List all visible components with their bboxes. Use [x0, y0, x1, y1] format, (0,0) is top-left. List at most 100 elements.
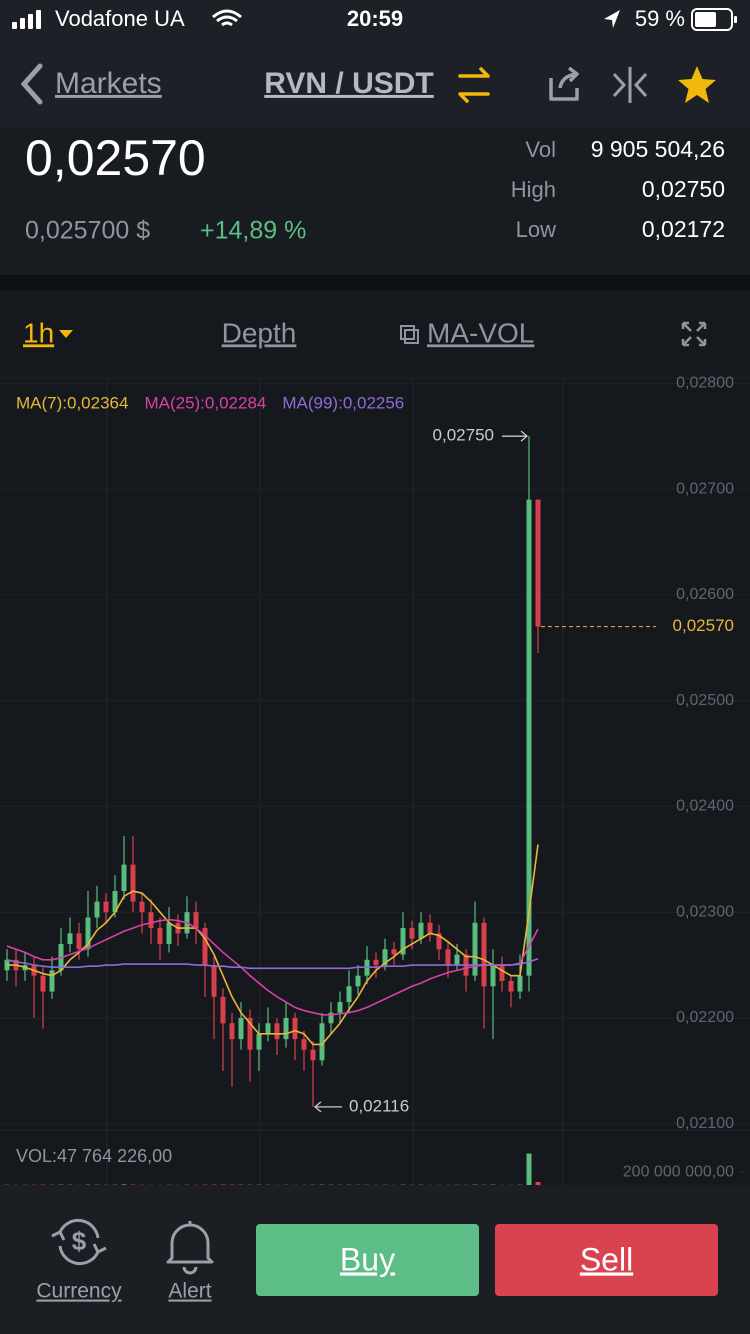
- signal-icon: [12, 10, 41, 29]
- chart-bg: [0, 290, 750, 1185]
- candle-body: [76, 933, 82, 950]
- candle-body: [247, 1017, 253, 1050]
- candle-body: [274, 1023, 280, 1040]
- candle-body: [148, 912, 154, 929]
- header-bg: [0, 0, 750, 128]
- candle-body: [436, 933, 442, 950]
- candle-body: [355, 975, 361, 987]
- candle-body: [292, 1017, 298, 1040]
- candle-body: [499, 965, 505, 981]
- candle-body: [220, 996, 226, 1024]
- currency-label[interactable]: Currency: [36, 1280, 122, 1303]
- candle-body: [517, 975, 523, 992]
- battery-icon: [691, 8, 737, 31]
- candle-body: [193, 912, 199, 929]
- y-tick-label: 0,02400: [676, 798, 734, 815]
- y-tick-label: 0,02200: [676, 1009, 734, 1026]
- candle-body: [157, 928, 163, 944]
- candle-body: [238, 1017, 244, 1040]
- y-tick-label: 0,02300: [676, 903, 734, 920]
- split-icon[interactable]: [612, 67, 648, 103]
- location-icon: [604, 10, 620, 28]
- sell-button[interactable]: [495, 1224, 718, 1296]
- buy-label[interactable]: Buy: [340, 1241, 395, 1277]
- candle-body: [409, 928, 415, 939]
- alert-label[interactable]: Alert: [168, 1280, 211, 1303]
- candle-body: [211, 965, 217, 997]
- back-link[interactable]: Markets: [55, 67, 162, 100]
- interval-dropdown-icon[interactable]: [59, 330, 73, 338]
- candle-body: [283, 1017, 289, 1040]
- candle-body: [40, 975, 46, 992]
- volume-bar: [121, 1184, 127, 1185]
- pair-title[interactable]: RVN / USDT: [264, 67, 433, 100]
- candle-body: [346, 986, 352, 1003]
- candle-body: [103, 901, 109, 913]
- indicator-tab[interactable]: MA-VOL: [427, 317, 534, 348]
- candle-body: [301, 1039, 307, 1050]
- legend-entry: MA(25):0,02284: [144, 393, 266, 412]
- carrier: Vodafone UA: [55, 6, 185, 31]
- ma-line: [7, 844, 539, 1046]
- indicator-icon[interactable]: [400, 325, 419, 344]
- candle-body: [166, 922, 172, 944]
- sell-label[interactable]: Sell: [580, 1241, 633, 1277]
- swap-icon[interactable]: [458, 67, 490, 103]
- candle-body: [130, 864, 136, 902]
- candle-body: [265, 1023, 271, 1034]
- candle-body: [256, 1033, 262, 1050]
- candle-body: [382, 949, 388, 966]
- candle-body: [229, 1023, 235, 1040]
- volume-bar: [535, 1181, 541, 1185]
- candle-body: [427, 922, 433, 934]
- stat-label: High: [511, 177, 556, 202]
- separator: [0, 275, 750, 290]
- candle-body: [202, 928, 208, 966]
- battery-percent: 59 %: [635, 6, 685, 31]
- candle-body: [112, 891, 118, 913]
- interval-tab[interactable]: 1h: [23, 317, 54, 348]
- stat-value: 0,02172: [642, 216, 725, 242]
- candle-body: [310, 1049, 316, 1061]
- wifi-icon: [212, 9, 242, 27]
- candle-body: [391, 949, 397, 955]
- ma-line: [6, 957, 539, 970]
- volume-tick-label: 200 000 000,00: [623, 1163, 734, 1180]
- y-tick-label: 0,02700: [676, 480, 734, 497]
- stat-label: Vol: [525, 137, 556, 162]
- candle-body: [508, 980, 514, 992]
- candle-body: [481, 922, 487, 987]
- candle-body: [67, 933, 73, 944]
- low-arrow: [313, 1101, 342, 1113]
- back-icon[interactable]: [20, 63, 43, 105]
- currency-icon[interactable]: $: [51, 1218, 107, 1266]
- y-tick-label: 0,02100: [676, 1115, 734, 1132]
- candle-body: [373, 959, 379, 966]
- candle-body: [49, 970, 55, 992]
- share-icon[interactable]: [549, 66, 579, 101]
- volume-bar: [526, 1153, 532, 1185]
- favorite-icon[interactable]: [678, 66, 716, 103]
- svg-text:$: $: [72, 1226, 87, 1256]
- alert-icon[interactable]: [166, 1221, 214, 1275]
- clock: 20:59: [347, 6, 403, 31]
- y-tick-label: 0,02500: [676, 692, 734, 709]
- volume-bar: [220, 1184, 226, 1185]
- candle-body: [121, 864, 127, 892]
- volume-label: VOL:47 764 226,00: [16, 1146, 172, 1166]
- fullscreen-icon[interactable]: [681, 321, 707, 347]
- ticker-bg: [0, 128, 750, 275]
- candle-body: [94, 901, 100, 918]
- legend-entry: MA(99):0,02256: [282, 393, 404, 412]
- y-tick-label: 0,02600: [676, 586, 734, 603]
- stat-value: 9 905 504,26: [591, 136, 725, 162]
- low-label: 0,02116: [349, 1096, 409, 1115]
- buy-button[interactable]: [256, 1224, 479, 1296]
- depth-tab[interactable]: Depth: [222, 317, 297, 348]
- candle-body: [328, 1012, 334, 1024]
- candle-body: [319, 1023, 325, 1061]
- stat-label: Low: [516, 217, 556, 242]
- candle-body: [418, 922, 424, 939]
- candle-body: [454, 954, 460, 966]
